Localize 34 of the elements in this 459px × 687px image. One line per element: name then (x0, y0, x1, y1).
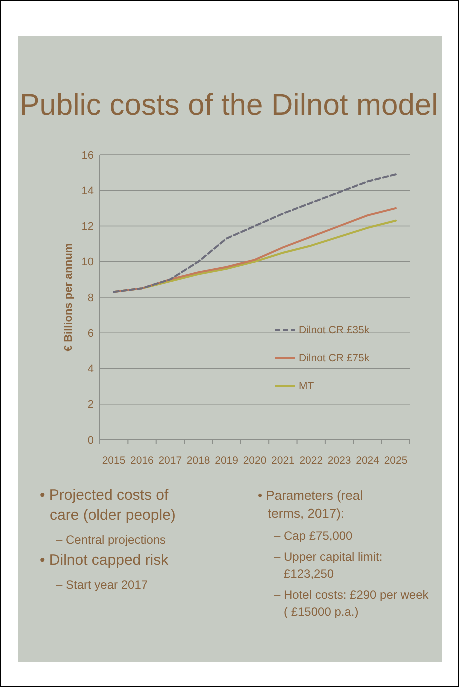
y-tick-label: 2 (88, 399, 94, 412)
x-tick-label: 2024 (356, 455, 380, 467)
text: – Upper capital limit: £123,250 (274, 550, 383, 581)
x-tick-label: 2019 (215, 455, 239, 467)
x-tick-label: 2025 (384, 455, 408, 467)
y-tick-label: 10 (82, 256, 94, 269)
x-tick-label: 2020 (243, 455, 267, 467)
x-tick-label: 2023 (328, 455, 352, 467)
y-axis-title: € Billions per annum (63, 243, 75, 352)
text: • Projected costs of care (older people) (40, 487, 176, 524)
y-tick-label: 12 (82, 221, 94, 234)
x-tick-label: 2022 (300, 455, 324, 467)
text: – Central projections (56, 533, 166, 547)
y-tick-label: 8 (88, 292, 94, 304)
line-series (113, 174, 397, 294)
x-tick-label: 2016 (130, 455, 154, 467)
text: – Cap £75,000 (274, 529, 354, 543)
y-tick-label: 0 (88, 434, 94, 447)
legend-label: MT (299, 380, 315, 393)
legend-label: Dilnot CR £75k (299, 352, 370, 365)
x-tick-label: 2017 (158, 455, 182, 467)
y-tick-label: 14 (82, 185, 94, 198)
text: – Start year 2017 (56, 578, 148, 592)
x-tick-label: 2021 (272, 455, 296, 467)
y-tick-label: 16 (82, 150, 94, 162)
y-tick-label: 6 (88, 328, 94, 340)
y-tick-label: 4 (88, 364, 94, 376)
x-tick-label: 2015 (102, 455, 126, 467)
chart-title: Public costs of the Dilnot model (20, 89, 438, 122)
text: – Hotel costs: £290 per week ( £15000 p.a.) (274, 588, 430, 619)
text: • Dilnot capped risk (40, 552, 170, 569)
text: • Parameters (real terms, 2017): (258, 488, 364, 521)
x-tick-label: 2018 (186, 455, 210, 467)
legend-label: Dilnot CR £35k (299, 324, 370, 337)
